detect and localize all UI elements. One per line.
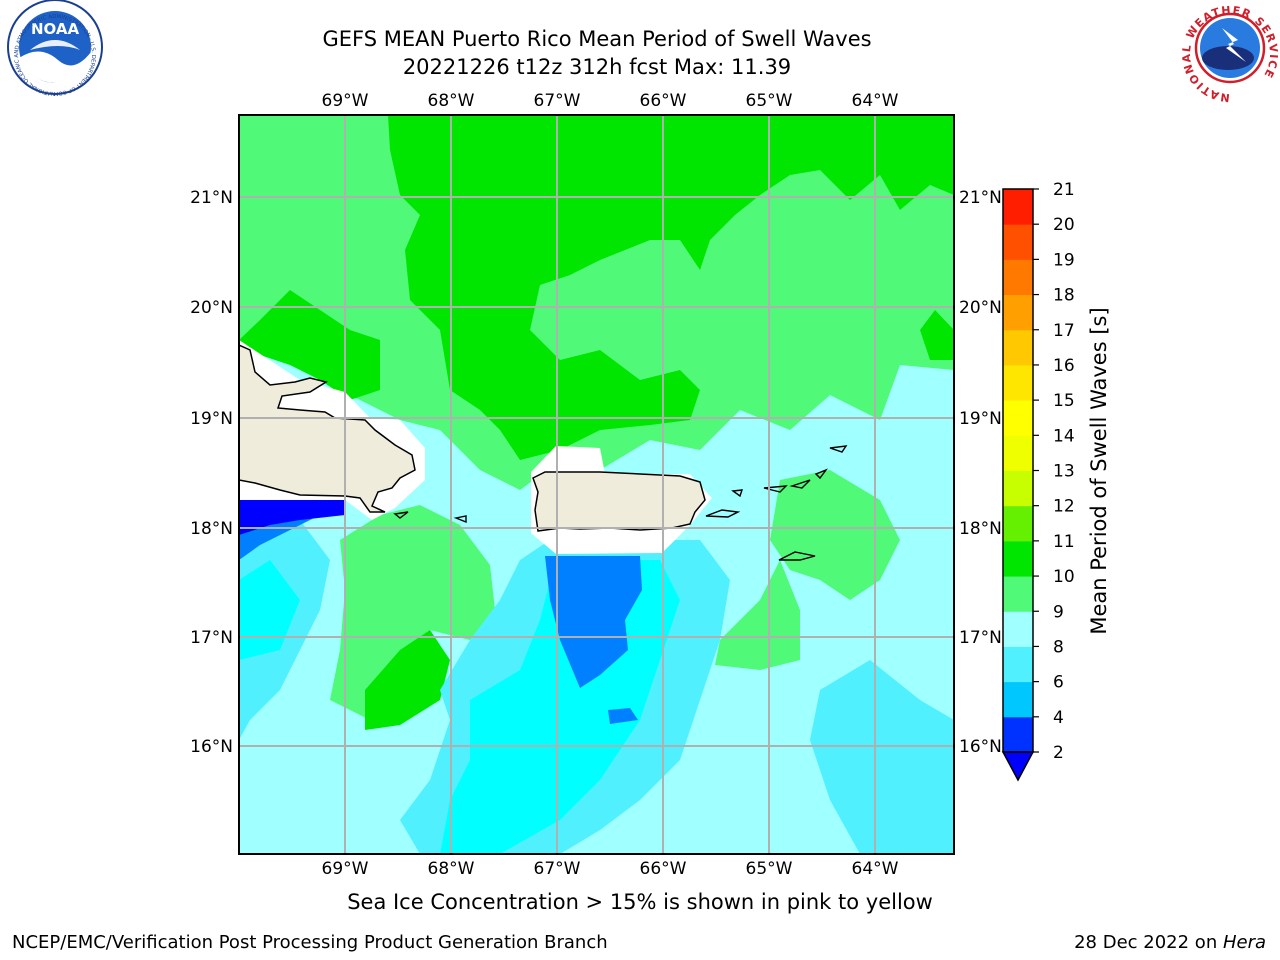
virgin-islands bbox=[763, 445, 848, 493]
lat-label-left: 17°N bbox=[190, 628, 233, 648]
colorbar-tick-label: 14 bbox=[1053, 426, 1075, 446]
lat-label-right: 16°N bbox=[959, 737, 1002, 757]
colorbar-segment bbox=[1003, 400, 1033, 436]
colorbar-tick-label: 15 bbox=[1053, 391, 1075, 411]
lon-label-top: 64°W bbox=[852, 91, 899, 111]
lon-label-bottom: 66°W bbox=[640, 859, 687, 879]
lat-label-left: 16°N bbox=[190, 737, 233, 757]
lon-label-bottom: 65°W bbox=[746, 859, 793, 879]
colorbar-tick-label: 4 bbox=[1053, 708, 1064, 728]
colorbar-segment bbox=[1003, 435, 1033, 471]
lat-label-right: 19°N bbox=[959, 409, 1002, 429]
colorbar-segment bbox=[1003, 576, 1033, 612]
colorbar-tick-label: 10 bbox=[1053, 567, 1075, 587]
colorbar-segment bbox=[1003, 470, 1033, 507]
period-band-9-10-south-central bbox=[715, 560, 800, 670]
colorbar-tick-label: 9 bbox=[1053, 602, 1064, 622]
lat-label-right: 20°N bbox=[959, 298, 1002, 318]
map-plot-area bbox=[239, 115, 954, 854]
colorbar-tick-label: 6 bbox=[1053, 673, 1064, 693]
lat-label-left: 21°N bbox=[190, 188, 233, 208]
noaa-logo: NOAA NATIONAL OCEANIC AND ATMOSPHERIC AD… bbox=[0, 0, 103, 96]
lon-label-bottom: 69°W bbox=[322, 859, 369, 879]
noaa-logo-text: NOAA bbox=[31, 20, 80, 38]
lon-label-bottom: 67°W bbox=[534, 859, 581, 879]
sea-ice-note: Sea Ice Concentration > 15% is shown in … bbox=[347, 890, 933, 914]
period-band-9-10-south-east bbox=[770, 470, 900, 600]
lon-label-top: 69°W bbox=[322, 91, 369, 111]
period-band-10-11-north bbox=[388, 115, 954, 460]
culebra-island bbox=[731, 489, 744, 498]
map-title: GEFS MEAN Puerto Rico Mean Period of Swe… bbox=[322, 27, 872, 51]
date-host: Hera bbox=[1222, 932, 1266, 953]
colorbar-tick-label: 2 bbox=[1053, 743, 1064, 763]
period-band-9-10-south-west bbox=[330, 505, 495, 720]
date-prefix: 28 Dec 2022 on bbox=[1074, 932, 1223, 953]
colorbar-tick-label: 20 bbox=[1053, 215, 1075, 235]
colorbar-tick-label: 18 bbox=[1053, 286, 1075, 306]
vieques-island bbox=[705, 509, 741, 518]
colorbar-tick-label: 16 bbox=[1053, 356, 1075, 376]
lat-label-right: 17°N bbox=[959, 628, 1002, 648]
lat-label-left: 18°N bbox=[190, 519, 233, 539]
period-band-10-11-east bbox=[920, 310, 954, 360]
lon-label-top: 68°W bbox=[428, 91, 475, 111]
colorbar-segment bbox=[1003, 505, 1033, 542]
colorbar-segment bbox=[1003, 716, 1033, 753]
colorbar-title: Mean Period of Swell Waves [s] bbox=[1087, 307, 1111, 634]
lon-label-bottom: 68°W bbox=[428, 859, 475, 879]
colorbar: 2 4 6 8 9 10 11 12 13 14 15 16 17 18 19 20 21 Mean Perio… bbox=[1001, 180, 1111, 782]
period-band-6-8-east bbox=[810, 660, 954, 854]
colorbar-tick-label: 21 bbox=[1053, 180, 1075, 200]
lat-label-right: 18°N bbox=[959, 519, 1002, 539]
colorbar-tick-label: 17 bbox=[1053, 321, 1075, 341]
lon-label-top: 65°W bbox=[746, 91, 793, 111]
lat-label-left: 19°N bbox=[190, 409, 233, 429]
colorbar-segment bbox=[1003, 294, 1033, 331]
colorbar-segment bbox=[1003, 611, 1033, 647]
period-band-under-2 bbox=[239, 500, 345, 535]
credit-text: NCEP/EMC/Verification Post Processing Pr… bbox=[12, 932, 608, 953]
period-band-10-11-south bbox=[365, 630, 450, 730]
colorbar-tick-label: 19 bbox=[1053, 250, 1075, 270]
colorbar-tick-label: 13 bbox=[1053, 462, 1075, 482]
colorbar-segment bbox=[1003, 189, 1033, 225]
graticule bbox=[239, 115, 954, 854]
colorbar-segment bbox=[1003, 646, 1033, 683]
lon-label-bottom: 64°W bbox=[852, 859, 899, 879]
puerto-rico-land bbox=[532, 471, 706, 532]
st-croix-island bbox=[778, 551, 816, 561]
colorbar-tick-label: 12 bbox=[1053, 497, 1075, 517]
colorbar-tick-label: 8 bbox=[1053, 637, 1064, 657]
lon-label-top: 66°W bbox=[640, 91, 687, 111]
lat-label-left: 20°N bbox=[190, 298, 233, 318]
map-subtitle: 20221226 t12z 312h fcst Max: 11.39 bbox=[402, 55, 792, 79]
period-band-2-4-main bbox=[545, 556, 642, 688]
colorbar-segment bbox=[1003, 329, 1033, 366]
period-band-2-4-small bbox=[608, 708, 638, 724]
colorbar-segment bbox=[1003, 224, 1033, 260]
colorbar-tick-label: 11 bbox=[1053, 532, 1075, 552]
date-text: 28 Dec 2022 on Hera bbox=[1074, 932, 1266, 953]
mona-island bbox=[453, 515, 467, 524]
nws-logo: NATIONAL WEATHER SERVICE bbox=[1180, 0, 1280, 104]
lat-label-right: 21°N bbox=[959, 188, 1002, 208]
colorbar-segment bbox=[1003, 681, 1033, 718]
saona-island bbox=[393, 511, 409, 519]
colorbar-segment bbox=[1003, 259, 1033, 296]
colorbar-under-triangle bbox=[1001, 751, 1035, 782]
colorbar-segment bbox=[1003, 364, 1033, 401]
lon-label-top: 67°W bbox=[534, 91, 581, 111]
colorbar-segment bbox=[1003, 540, 1033, 577]
map-frame bbox=[238, 114, 955, 855]
